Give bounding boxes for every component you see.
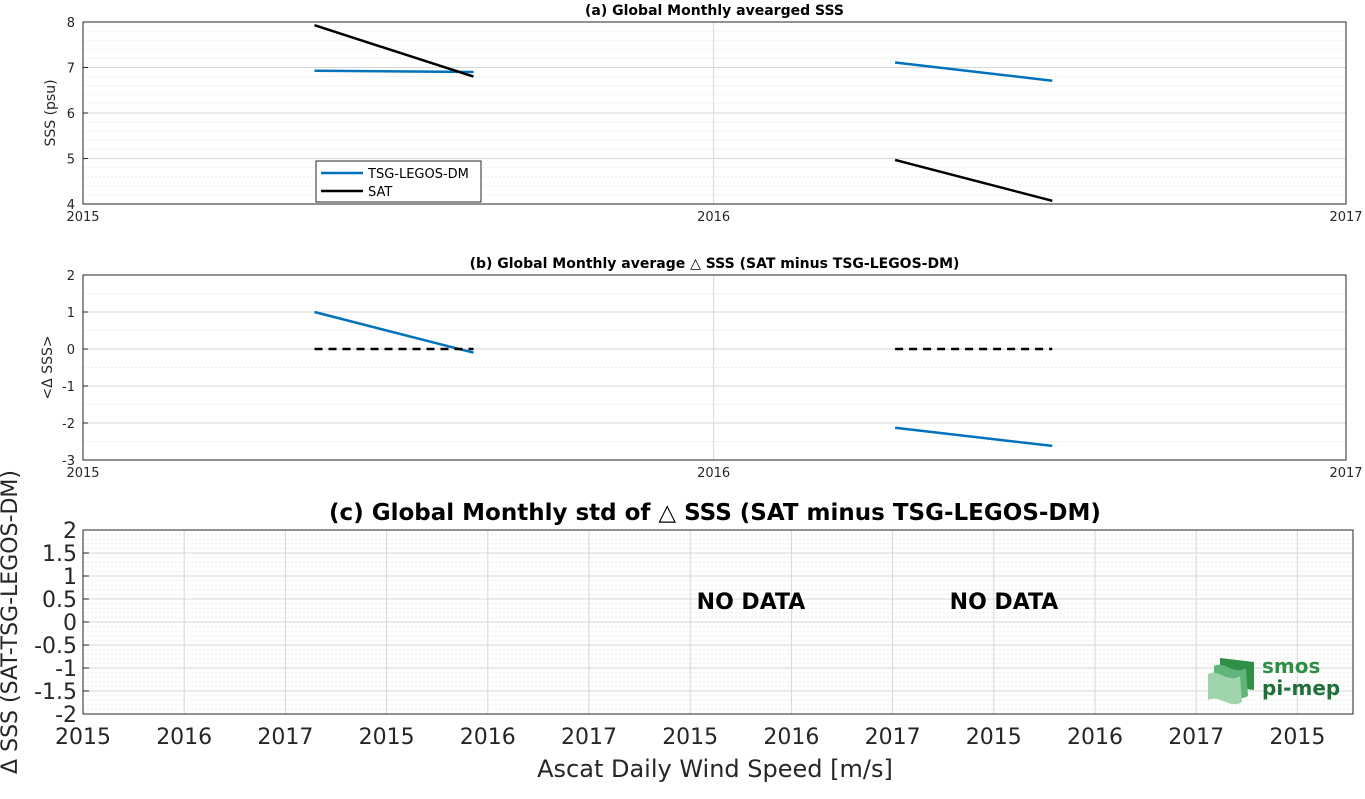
x-tick-label: 2017	[1329, 466, 1362, 481]
x-tick-label: 2015	[55, 725, 111, 750]
x-tick-label: 2016	[460, 725, 516, 750]
axes-box	[82, 529, 1354, 715]
y-tick-label: 5	[67, 153, 75, 168]
chart-title: (a) Global Monthly avearged SSS	[585, 3, 844, 19]
y-tick-label: -1	[62, 380, 75, 395]
chart-title: (c) Global Monthly std of △ SSS (SAT min…	[329, 500, 1101, 526]
smos-pi-mep-logo: smos pi-mep	[1208, 654, 1340, 705]
x-axis-label: Ascat Daily Wind Speed [m/s]	[537, 755, 893, 783]
no-data-annotation: NO DATA	[697, 590, 806, 615]
series-line-tsg-legos-dm	[314, 69, 474, 74]
x-tick-label: 2016	[156, 725, 212, 750]
legend-label: TSG-LEGOS-DM	[367, 167, 469, 182]
y-tick-label: -2	[55, 703, 77, 728]
axes-box	[82, 274, 1347, 461]
series-line-delta-sss	[894, 426, 1053, 448]
y-tick-label: 0	[63, 611, 77, 636]
y-axis-label: <Δ SSS>	[40, 335, 56, 399]
series-line-sat	[314, 24, 474, 78]
y-tick-label: 2	[63, 519, 77, 544]
smos-wave-logo-icon	[1208, 658, 1254, 705]
x-tick-label: 2015	[66, 466, 99, 481]
x-tick-label: 2016	[763, 725, 819, 750]
y-tick-label: 0.5	[42, 588, 77, 613]
y-axis-label: Δ SSS (SAT-TSG-LEGOS-DM)	[0, 470, 23, 774]
x-tick-label: 2017	[1329, 210, 1362, 225]
y-tick-label: -0.5	[34, 634, 77, 659]
x-tick-label: 2015	[662, 725, 718, 750]
y-tick-label: -3	[62, 454, 75, 469]
y-tick-label: 4	[67, 198, 75, 213]
panel-b-monthly-delta-sss: -3 -2 -1 0 1 2 2015 2016 2017 (b) Global Monthly …	[40, 256, 1363, 481]
panel-a-global-monthly-sss: 4 5 6 7 8 2015 2016 2017 (a) Global Monthly avea…	[43, 3, 1363, 225]
series-line-delta-sss	[314, 310, 474, 354]
y-axis-label: SSS (psu)	[43, 79, 59, 146]
legend-label: SAT	[368, 185, 392, 200]
x-tick-label: 2015	[1269, 725, 1325, 750]
x-tick-label: 2016	[697, 466, 730, 481]
series-line-tsg-legos-dm	[894, 61, 1053, 82]
y-tick-label: 1	[63, 565, 77, 590]
y-tick-label: 1	[67, 306, 75, 321]
logo-text-smos: smos	[1262, 654, 1320, 678]
y-tick-label: 2	[67, 269, 75, 284]
x-tick-label: 2017	[561, 725, 617, 750]
axes-box	[82, 21, 1347, 205]
x-tick-label: 2015	[966, 725, 1022, 750]
legend-box	[315, 160, 482, 203]
x-tick-label: 2017	[257, 725, 313, 750]
y-tick-label: -2	[62, 417, 75, 432]
x-tick-label: 2017	[865, 725, 921, 750]
x-tick-label: 2017	[1168, 725, 1224, 750]
logo-text-pi-mep: pi-mep	[1262, 676, 1340, 700]
y-tick-label: 6	[67, 107, 75, 122]
x-tick-label: 2016	[697, 210, 730, 225]
panel-c-std-delta-sss: -2-1.5-1-0.500.511.52 2015 2016 2017 2015 201…	[0, 470, 1354, 783]
legend: TSG-LEGOS-DM SAT	[315, 160, 482, 203]
x-tick-label: 2015	[359, 725, 415, 750]
series-line-sat	[894, 158, 1053, 203]
x-tick-label: 2016	[1067, 725, 1123, 750]
y-tick-label: 1.5	[42, 542, 77, 567]
y-tick-label: 7	[67, 62, 75, 77]
y-tick-label: 0	[67, 343, 75, 358]
y-tick-label: 8	[67, 16, 75, 31]
x-tick-label: 2015	[66, 210, 99, 225]
y-tick-label: -1.5	[34, 680, 77, 705]
chart-title: (b) Global Monthly average △ SSS (SAT mi…	[470, 256, 960, 272]
no-data-annotation: NO DATA	[950, 590, 1059, 615]
y-tick-label: -1	[55, 657, 77, 682]
